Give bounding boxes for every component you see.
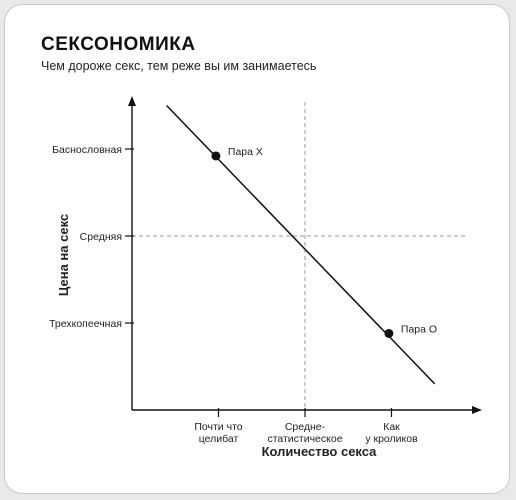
y-axis-label: Цена на секс — [56, 214, 71, 296]
y-tick-label: Трехкопеечная — [49, 318, 122, 330]
data-point — [211, 151, 221, 161]
chart-subtitle: Чем дороже секс, тем реже вы им занимает… — [41, 59, 317, 73]
x-axis-arrow — [472, 406, 482, 414]
data-point-label: Пара X — [228, 146, 263, 158]
x-tick-label: Средне-статистическое — [267, 421, 342, 445]
x-tick-label: Как у кроликов — [365, 421, 418, 445]
y-tick-label: Баснословная — [52, 144, 122, 156]
x-axis-label: Количество секса — [262, 444, 378, 459]
y-axis-arrow — [128, 96, 136, 106]
data-point — [384, 328, 394, 338]
x-tick-label: Почти что целибат — [194, 421, 242, 445]
y-tick-label: Средняя — [80, 231, 122, 243]
data-point-label: Пара О — [401, 323, 437, 335]
chart-title: СЕКСОНОМИКА — [41, 34, 196, 55]
chart-card — [4, 4, 510, 494]
demand-line — [166, 104, 436, 385]
